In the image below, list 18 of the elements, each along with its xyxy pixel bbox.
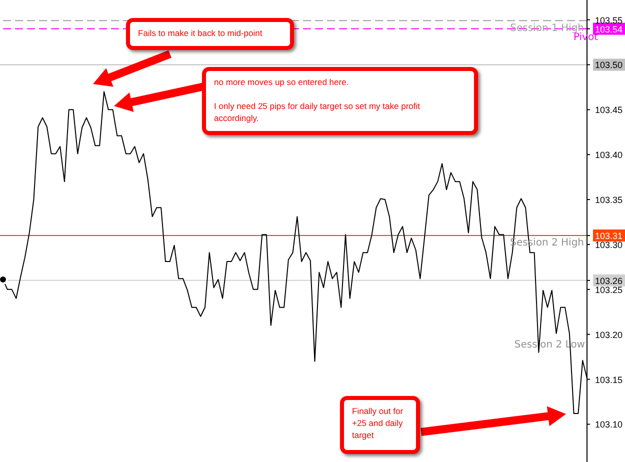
y-tick-label: 103.10 xyxy=(595,420,623,430)
y-tick-label: 103.54 xyxy=(595,24,623,34)
y-tick-label: 103.45 xyxy=(595,105,623,116)
y-tick-label: 103.50 xyxy=(595,60,623,70)
y-tick-label: 103.55 xyxy=(595,15,623,26)
y-tick-label: 103.31 xyxy=(595,230,623,241)
callout-box: no more moves up so entered here. I only need 25 pips for daily target so set my take profit accordingly. xyxy=(202,67,478,135)
y-tick-label: 103.25 xyxy=(595,284,623,295)
y-tick-label: 103.35 xyxy=(595,195,623,206)
y-tick-label: 103.15 xyxy=(595,374,623,385)
y-tick-label: 103.26 xyxy=(595,276,623,286)
callout-box: Fails to make it back to mid-point xyxy=(126,18,294,50)
annotation: Finally out for +25 and daily target xyxy=(352,405,404,441)
annotation: Fails to make it back to mid-point xyxy=(138,27,264,39)
y-tick-label: 103.20 xyxy=(595,330,623,340)
y-tick-label: 103.40 xyxy=(595,150,623,160)
callout-box: Finally out for +25 and daily target xyxy=(340,396,420,454)
y-tick-label: 103.30 xyxy=(595,240,623,250)
